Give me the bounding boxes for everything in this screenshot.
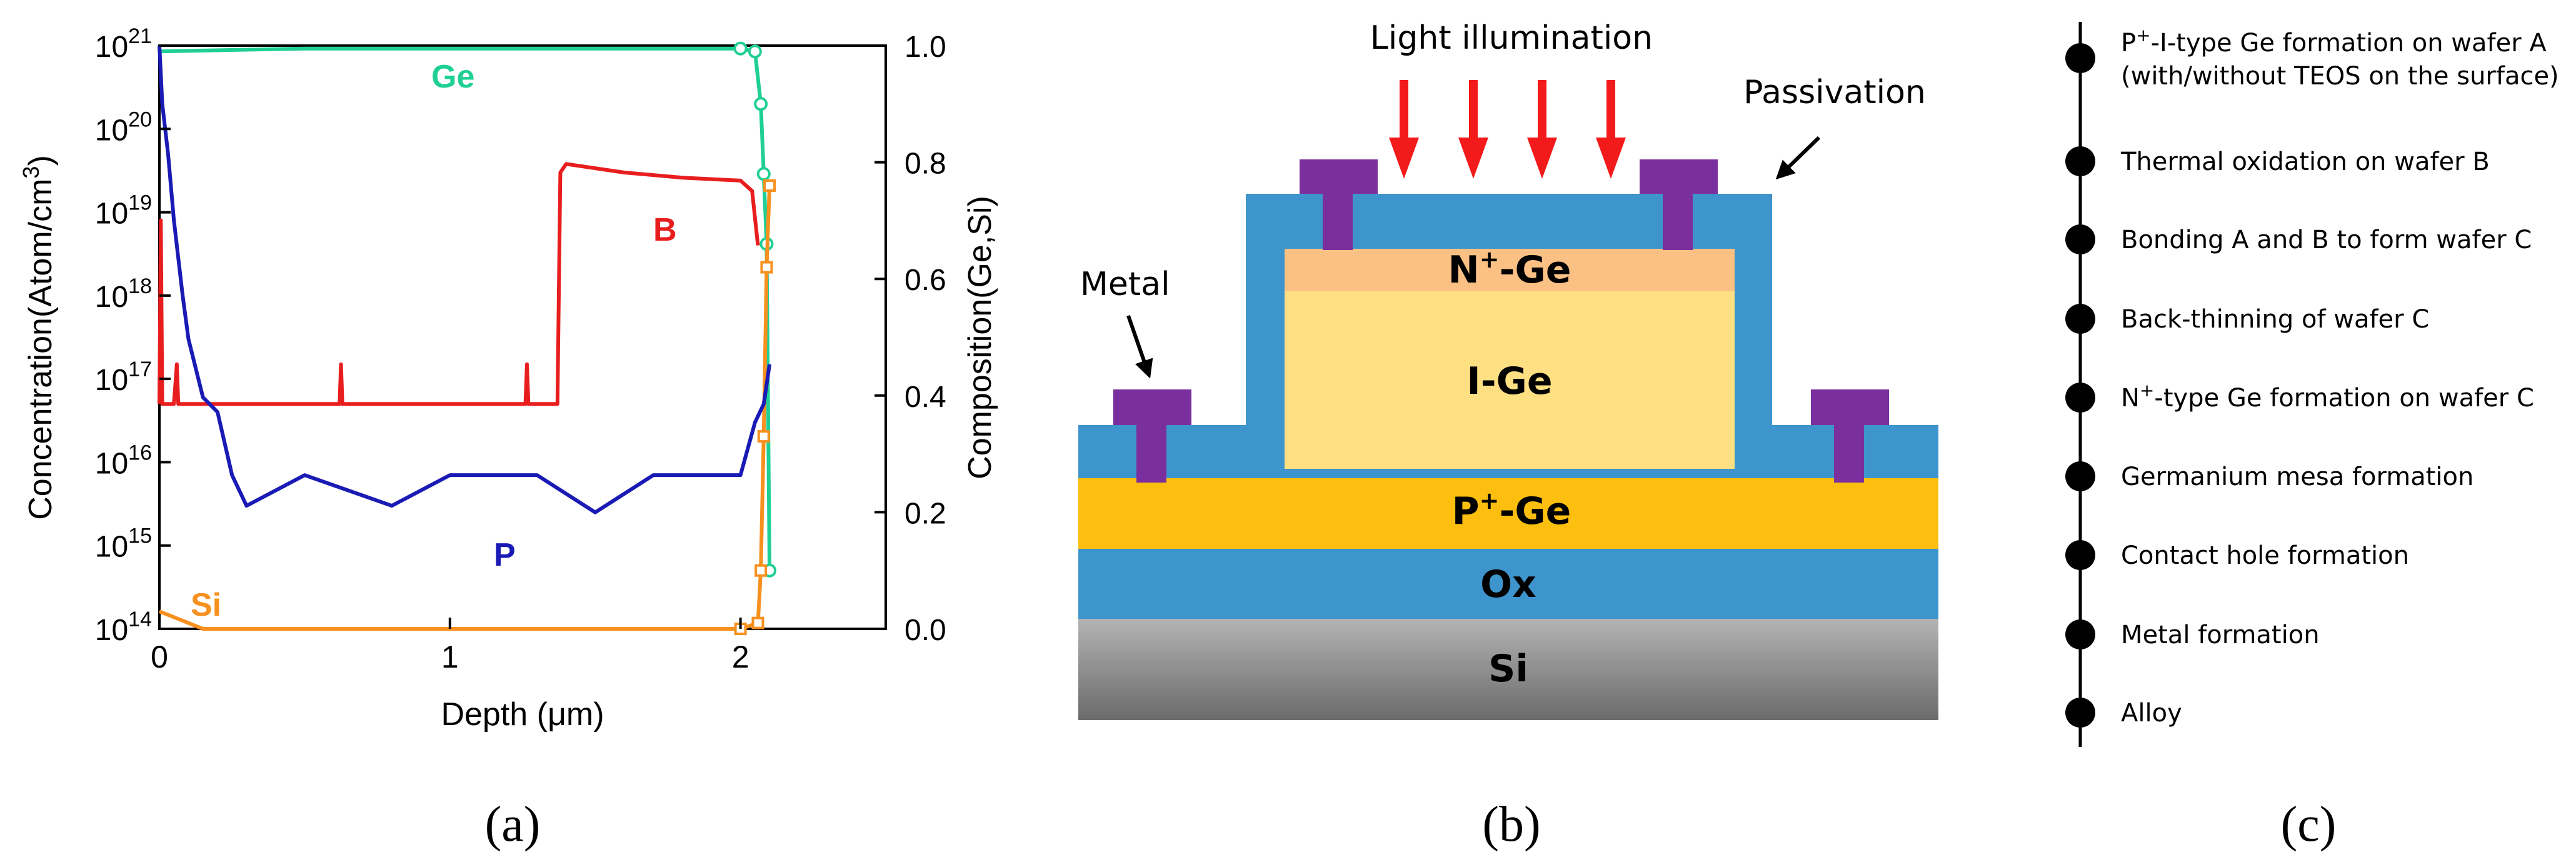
y-left-tick-label: 1021 [95, 24, 152, 64]
y-right-tick-label: 0.4 [905, 381, 946, 414]
data-point-ge [756, 167, 771, 181]
y-left-tick-label: 1015 [95, 524, 152, 564]
panel-c-process-flow: P+-I-type Ge formation on wafer A (with/… [2065, 22, 2559, 747]
n-ge-label: N+-Ge [1448, 246, 1571, 292]
metal-contact-bottom-left [1113, 389, 1191, 483]
step-node-icon [2065, 43, 2095, 73]
y-left-tick-label: 1020 [95, 108, 152, 147]
data-point-si [754, 564, 768, 577]
step-6-label: Germanium mesa formation [2121, 463, 2473, 491]
step-node-icon [2065, 540, 2095, 570]
panel-a-chart: 0 1 2 1021 1020 1019 1018 1017 1016 1015 1014 1.0 0.… [18, 24, 998, 733]
series-line-b [158, 162, 760, 406]
data-point-ge [733, 41, 748, 56]
ticks-layer: 0 1 2 1021 1020 1019 1018 1017 1016 1015 1014 1.0 0.… [95, 24, 946, 674]
y-right-tick-label: 1.0 [905, 31, 946, 64]
si-label: Si [1488, 647, 1528, 691]
step-1-label: P+-I-type Ge formation on wafer A [2121, 25, 2547, 58]
step-node-icon [2065, 146, 2095, 176]
y-left-tick-label: 1018 [95, 274, 152, 314]
data-point-si [760, 261, 773, 274]
data-point-ge [754, 97, 768, 111]
y-right-tick-label: 0.8 [905, 148, 946, 181]
y-axis-left-title: Concentration(Atom/cm3) [18, 155, 59, 520]
step-2-label: Thermal oxidation on wafer B [2120, 148, 2490, 176]
series-label-p: P [494, 537, 516, 573]
step-4-label: Back-thinning of wafer C [2121, 305, 2429, 334]
layer-p-ge [1078, 478, 1938, 549]
x-tick-label: 0 [151, 639, 168, 674]
y-left-tick-label: 1016 [95, 441, 152, 480]
metal-label: Metal [1080, 266, 1170, 303]
layer-n-ge [1285, 249, 1735, 291]
light-arrow-icon [1389, 80, 1419, 179]
ox-label: Ox [1480, 563, 1536, 606]
step-node-icon [2065, 619, 2095, 649]
series-label-b: B [653, 212, 677, 248]
series-line-p [158, 45, 772, 514]
panel-label-a: (a) [485, 797, 541, 852]
step-1-sublabel: (with/without TEOS on the surface) [2121, 62, 2559, 91]
step-3-label: Bonding A and B to form wafer C [2121, 226, 2532, 254]
series-line-ge [159, 46, 772, 571]
data-point-si [757, 430, 770, 443]
step-node-icon [2065, 224, 2095, 254]
p-ge-label: P+-Ge [1452, 487, 1571, 533]
y-right-tick-label: 0.6 [905, 264, 946, 297]
step-node-icon [2065, 383, 2095, 413]
light-arrow-icon [1596, 80, 1626, 179]
panel-b-device: Light illumination Passivation Metal N+-… [1078, 19, 1938, 720]
layer-ox [1078, 549, 1938, 619]
panel-label-c: (c) [2281, 797, 2337, 852]
y-left-tick-label: 1019 [95, 191, 152, 231]
light-arrow-icon [1527, 80, 1557, 179]
metal-pointer-icon [1126, 315, 1153, 379]
series-label-si: Si [191, 587, 221, 623]
i-ge-label: I-Ge [1466, 359, 1552, 403]
layer-si [1078, 619, 1938, 720]
metal-contact-top-right [1640, 159, 1718, 250]
step-node-icon [2065, 698, 2095, 728]
step-8-label: Metal formation [2121, 621, 2320, 649]
step-9-label: Alloy [2121, 699, 2182, 728]
y-axis-right-title: Composition(Ge,Si) [962, 196, 998, 479]
metal-contact-bottom-right [1811, 389, 1889, 483]
data-point-si [751, 616, 764, 629]
layer-i-ge [1285, 291, 1735, 469]
passivation-pointer-icon [1775, 136, 1821, 180]
y-left-tick-label: 1014 [95, 608, 152, 647]
series-label-ge: Ge [431, 59, 474, 95]
y-right-tick-label: 0.2 [905, 497, 946, 530]
x-axis-title: Depth (μm) [441, 696, 604, 733]
panel-label-b: (b) [1482, 797, 1540, 852]
series-line-si [158, 185, 772, 631]
passivation-label: Passivation [1743, 74, 1926, 111]
y-left-tick-label: 1017 [95, 358, 152, 397]
x-tick-label: 1 [441, 639, 459, 674]
step-node-icon [2065, 304, 2095, 334]
step-node-icon [2065, 461, 2095, 491]
step-5-label: N+-type Ge formation on wafer C [2121, 380, 2534, 413]
step-7-label: Contact hole formation [2121, 541, 2409, 570]
data-point-si [763, 179, 776, 192]
light-illumination-label: Light illumination [1370, 19, 1653, 57]
plot-frame [158, 44, 887, 630]
y-right-tick-label: 0.0 [905, 614, 946, 647]
x-tick-label: 2 [732, 639, 749, 674]
data-point-ge [748, 44, 762, 59]
light-arrows [1389, 80, 1626, 179]
series-layer [158, 41, 777, 635]
metal-contact-top-left [1300, 159, 1378, 250]
light-arrow-icon [1458, 80, 1488, 179]
